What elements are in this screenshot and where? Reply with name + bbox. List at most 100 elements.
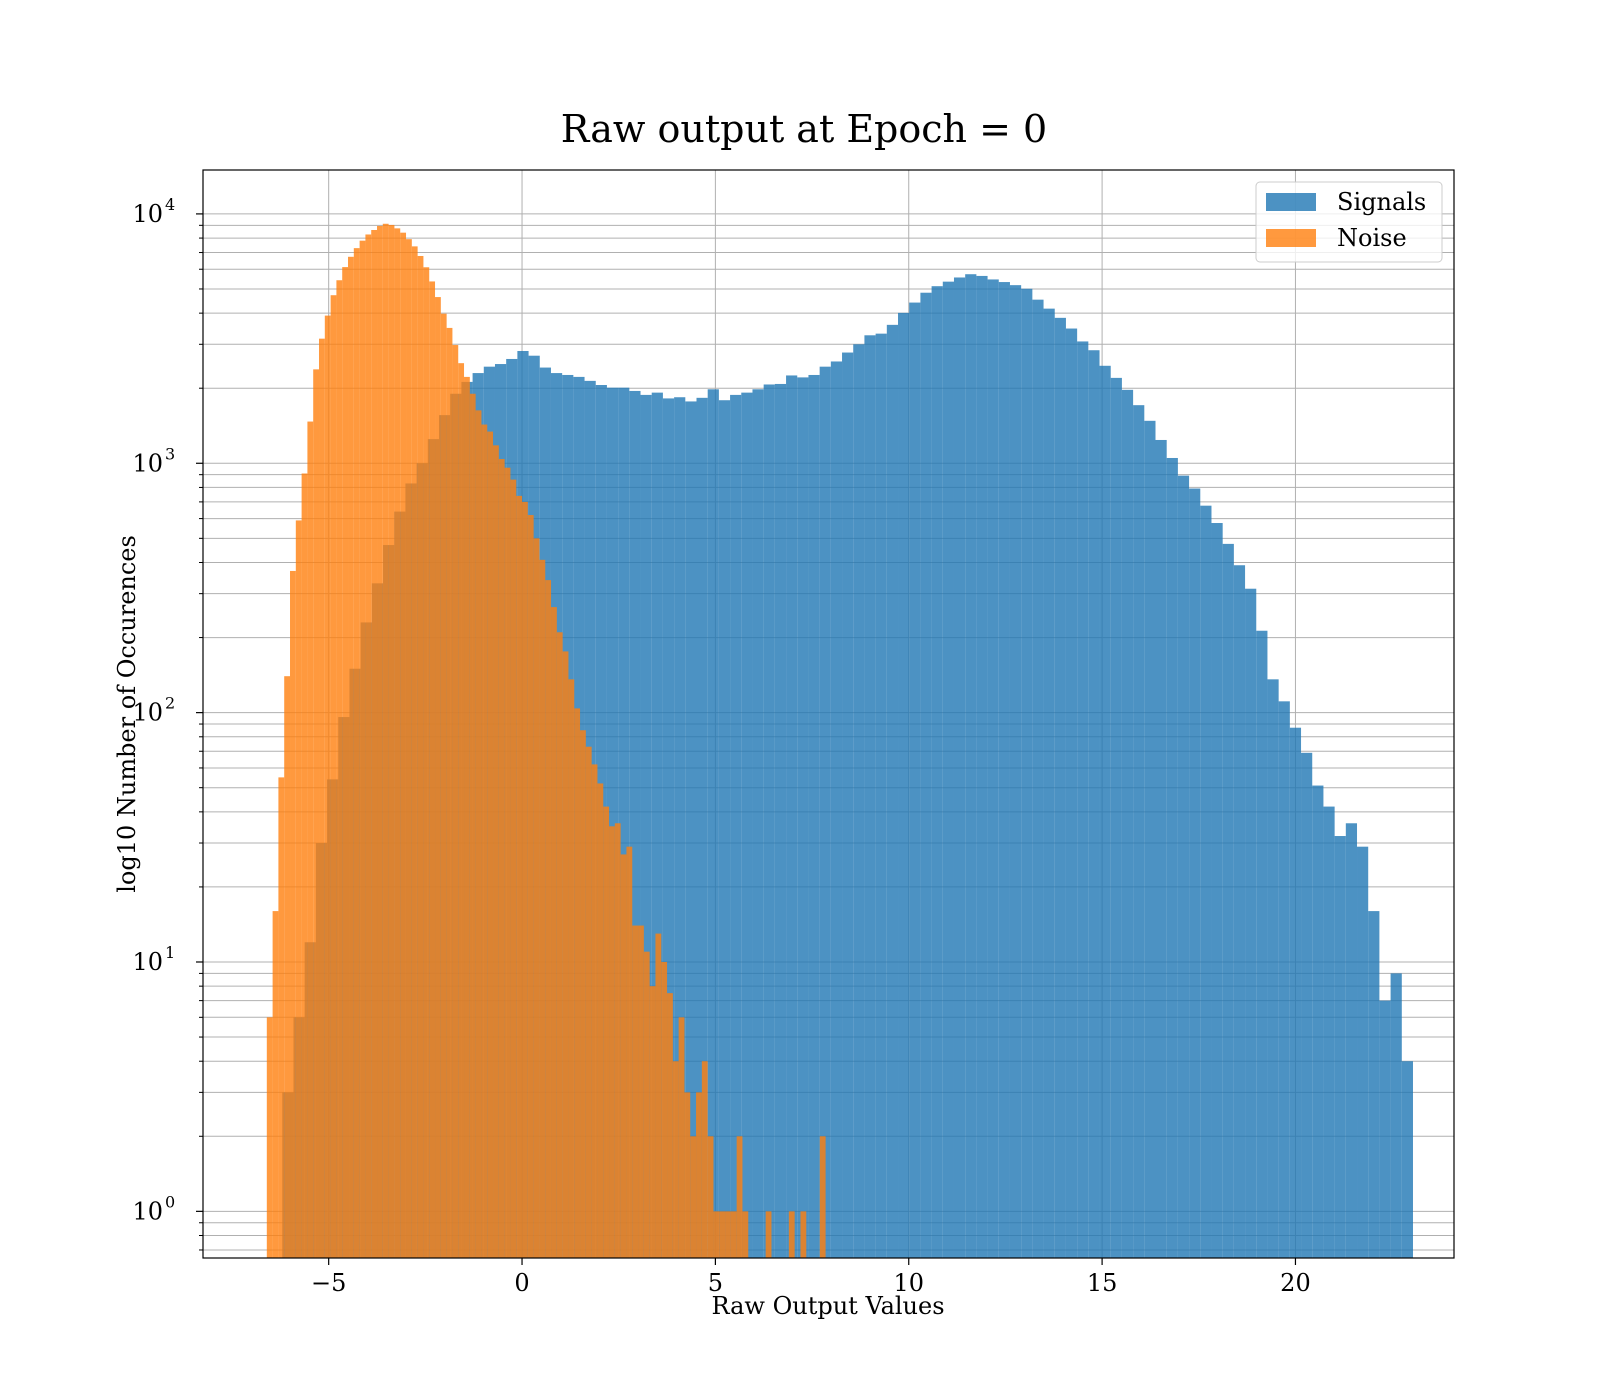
legend-label-noise: Noise bbox=[1337, 224, 1407, 252]
noise-bar bbox=[440, 313, 447, 1259]
signals-bar bbox=[1233, 565, 1246, 1258]
signals-bar bbox=[1379, 1000, 1391, 1258]
y-axis-label: log10 Number of Occurences bbox=[113, 535, 141, 893]
signals-bar bbox=[1289, 727, 1302, 1258]
legend-swatch-noise bbox=[1266, 229, 1316, 247]
noise-bar bbox=[516, 495, 523, 1258]
y-tick-label: 10 bbox=[132, 1197, 163, 1225]
signals-bar bbox=[629, 390, 641, 1259]
signals-bar bbox=[1032, 299, 1044, 1258]
noise-bar bbox=[377, 225, 383, 1258]
noise-bar bbox=[481, 424, 488, 1258]
y-tick-exponent: 3 bbox=[165, 444, 175, 463]
noise-bar bbox=[701, 1061, 708, 1258]
noise-bar bbox=[533, 538, 540, 1258]
x-axis-ticks: −5 0 5 10 15 20 bbox=[311, 1258, 1311, 1297]
signals-bar bbox=[797, 377, 809, 1258]
noise-bar bbox=[353, 248, 360, 1258]
signals-bar bbox=[1211, 523, 1223, 1258]
noise-bar bbox=[284, 676, 291, 1258]
signals-bar bbox=[786, 375, 798, 1259]
noise-bar bbox=[272, 911, 279, 1258]
y-tick-label: 10 bbox=[132, 948, 163, 976]
signals-bar bbox=[707, 389, 719, 1258]
noise-bar bbox=[504, 467, 511, 1258]
noise-bar bbox=[620, 854, 627, 1258]
noise-bar bbox=[585, 746, 592, 1258]
noise-bar bbox=[266, 1017, 273, 1258]
signals-bar bbox=[1121, 389, 1134, 1258]
noise-bar bbox=[313, 369, 320, 1258]
x-tick-label: 15 bbox=[1087, 1269, 1118, 1297]
y-tick-exponent: 1 bbox=[165, 943, 175, 962]
signals-bar bbox=[886, 324, 899, 1259]
signals-bar bbox=[1245, 588, 1257, 1258]
signals-bar bbox=[606, 387, 619, 1258]
signals-bar bbox=[1301, 752, 1313, 1258]
noise-bar bbox=[638, 925, 644, 1258]
noise-bar bbox=[580, 730, 586, 1258]
signals-bar bbox=[1054, 317, 1066, 1258]
noise-bar bbox=[446, 327, 453, 1258]
signals-bar bbox=[1043, 308, 1055, 1259]
noise-bar bbox=[591, 764, 598, 1258]
noise-bar bbox=[475, 410, 482, 1259]
noise-bar bbox=[411, 246, 418, 1259]
noise-bar bbox=[678, 1017, 685, 1258]
noise-bar bbox=[696, 1092, 702, 1258]
noise-bar bbox=[719, 1211, 726, 1258]
signals-bar bbox=[640, 394, 652, 1258]
signals-bar bbox=[651, 392, 663, 1258]
signals-bar bbox=[685, 401, 697, 1258]
signals-bar bbox=[1200, 505, 1212, 1259]
noise-bars bbox=[266, 223, 826, 1259]
signals-bar bbox=[1177, 475, 1190, 1258]
noise-bar bbox=[330, 295, 337, 1258]
noise-bar bbox=[730, 1211, 737, 1258]
signals-bar bbox=[976, 275, 988, 1258]
y-tick-label: 10 bbox=[132, 449, 163, 477]
signals-bar bbox=[1312, 785, 1324, 1258]
noise-bar bbox=[359, 240, 366, 1258]
x-tick-label: 0 bbox=[514, 1269, 529, 1297]
noise-bar bbox=[365, 234, 372, 1258]
noise-bar bbox=[562, 651, 569, 1258]
signals-bar bbox=[1155, 439, 1167, 1258]
x-tick-label: 5 bbox=[708, 1269, 723, 1297]
noise-bar bbox=[632, 925, 639, 1258]
signals-bar bbox=[853, 344, 865, 1259]
signals-bar bbox=[618, 387, 630, 1258]
signals-bar bbox=[1189, 488, 1201, 1258]
noise-bar bbox=[736, 1136, 743, 1258]
signals-bar bbox=[965, 274, 977, 1258]
noise-bar bbox=[290, 570, 296, 1258]
y-tick-label: 10 bbox=[132, 699, 163, 727]
noise-bar bbox=[690, 1136, 697, 1258]
y-tick-exponent: 4 bbox=[165, 195, 175, 214]
noise-bar bbox=[603, 806, 610, 1258]
noise-bar bbox=[788, 1211, 795, 1258]
signals-bar bbox=[1065, 328, 1078, 1258]
noise-bar bbox=[661, 961, 668, 1258]
signals-bar bbox=[1133, 405, 1145, 1258]
x-tick-label: 10 bbox=[893, 1269, 924, 1297]
noise-bar bbox=[614, 823, 621, 1258]
x-tick-label: 20 bbox=[1280, 1269, 1311, 1297]
signals-bar bbox=[808, 374, 820, 1258]
noise-bar bbox=[574, 708, 581, 1258]
chart-title: Raw output at Epoch = 0 bbox=[561, 107, 1047, 151]
noise-bar bbox=[643, 951, 650, 1258]
signals-bar bbox=[875, 333, 887, 1258]
signals-bar bbox=[1267, 679, 1279, 1258]
noise-bar bbox=[487, 431, 494, 1258]
signals-bar bbox=[931, 286, 943, 1258]
noise-bar bbox=[667, 993, 673, 1258]
noise-bar bbox=[400, 232, 407, 1259]
noise-bar bbox=[301, 473, 308, 1258]
noise-bar bbox=[707, 1136, 714, 1258]
signals-bar bbox=[752, 389, 764, 1258]
x-axis-label: Raw Output Values bbox=[711, 1292, 944, 1320]
signals-bar bbox=[920, 292, 932, 1258]
signals-bar bbox=[864, 335, 876, 1259]
